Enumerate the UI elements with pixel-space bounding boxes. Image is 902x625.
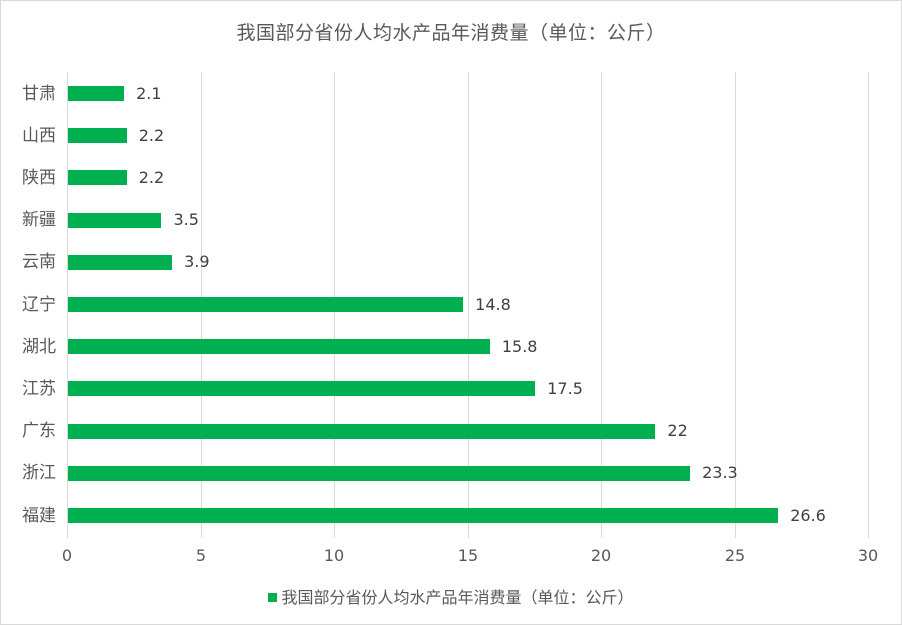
bar <box>68 170 127 186</box>
category-label: 云南 <box>22 252 56 273</box>
bar <box>68 128 127 144</box>
bar <box>68 465 691 481</box>
gridline <box>868 72 869 538</box>
bar <box>68 254 173 270</box>
data-label: 22 <box>667 421 688 441</box>
x-tick-label: 5 <box>195 546 207 565</box>
data-label: 14.8 <box>475 294 511 314</box>
bar <box>68 508 779 523</box>
x-tick-label: 0 <box>61 546 73 565</box>
legend-swatch-icon <box>268 593 278 602</box>
category-label: 陕西 <box>22 167 56 188</box>
gridline <box>601 72 602 538</box>
bar <box>68 381 536 397</box>
x-tick-label: 25 <box>724 546 746 565</box>
category-label: 浙江 <box>22 463 56 484</box>
category-label: 江苏 <box>22 378 56 399</box>
data-label: 3.9 <box>184 252 210 272</box>
gridline <box>735 72 736 538</box>
bar <box>68 339 490 355</box>
bar <box>68 212 162 228</box>
x-tick-label: 15 <box>457 546 479 565</box>
x-tick-label: 30 <box>857 546 879 565</box>
legend: 我国部分省份人均水产品年消费量（单位：公斤） <box>0 584 902 608</box>
data-label: 23.3 <box>702 463 738 483</box>
category-label: 辽宁 <box>22 294 56 315</box>
chart-title: 我国部分省份人均水产品年消费量（单位：公斤） <box>236 22 666 44</box>
plot-area: 2.1 2.2 2.2 3.5 3.9 14.8 15.8 17.5 22 23.3 26.6 <box>67 72 869 538</box>
data-label: 2.2 <box>138 125 165 145</box>
x-tick-label: 20 <box>590 546 612 565</box>
category-label: 甘肃 <box>22 83 56 104</box>
data-label: 2.1 <box>136 83 162 103</box>
data-label: 3.5 <box>173 210 199 230</box>
x-tick-label: 10 <box>323 546 345 565</box>
category-label: 福建 <box>22 505 56 526</box>
bar <box>68 423 656 439</box>
category-label: 湖北 <box>22 336 56 357</box>
category-label: 山西 <box>22 125 56 146</box>
data-label: 15.8 <box>501 336 538 356</box>
category-label: 广东 <box>22 421 56 442</box>
gridline <box>468 72 469 538</box>
data-label: 17.5 <box>547 378 583 398</box>
bar <box>68 297 464 312</box>
data-label: 2.2 <box>138 167 165 187</box>
bar <box>68 86 125 101</box>
gridline <box>67 72 68 538</box>
data-label: 26.6 <box>790 505 826 525</box>
category-label: 新疆 <box>22 210 56 231</box>
legend-label: 我国部分省份人均水产品年消费量（单位：公斤） <box>281 588 634 607</box>
